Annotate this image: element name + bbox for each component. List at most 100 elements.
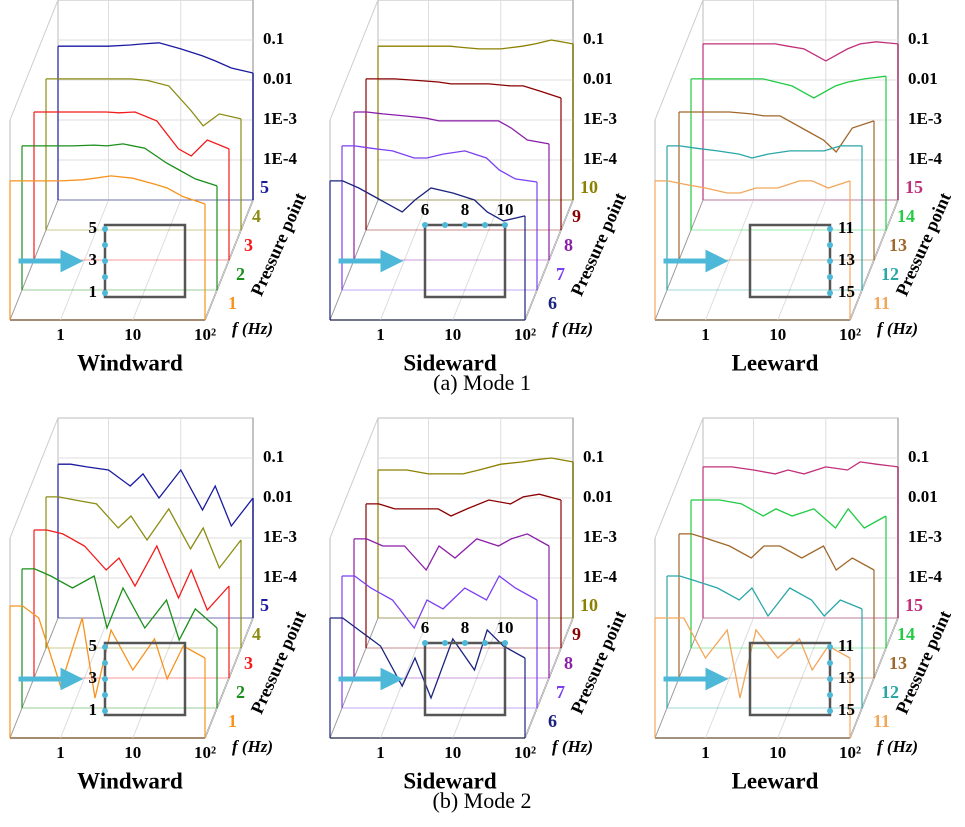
legend-label: 3: [244, 235, 253, 255]
spectrum-line: [46, 78, 242, 127]
x-tick-label: 10²: [194, 325, 216, 344]
x-axis-label: f (Hz): [877, 319, 918, 338]
legend-label: 4: [252, 624, 261, 644]
wind-arrow: [663, 249, 729, 273]
x-axis-label: f (Hz): [877, 737, 918, 756]
spectrum-line: [354, 533, 550, 572]
x-tick-label: 10²: [839, 743, 861, 762]
spectrum-line: [58, 42, 254, 74]
x-tick-label: 10²: [839, 325, 861, 344]
spectrum-line: [46, 496, 242, 570]
back-wall: [377, 0, 574, 201]
spectrum-line: [667, 575, 863, 618]
legend-label: 12: [881, 264, 899, 284]
tap-dot: [827, 708, 833, 714]
tap-dot: [827, 226, 833, 232]
spectrum-line: [679, 533, 875, 571]
legend-label: 11: [873, 711, 890, 731]
spectrum-line: [366, 493, 562, 517]
legend-label: 7: [556, 682, 565, 702]
inset-label: 3: [89, 250, 98, 269]
wind-arrow: [18, 667, 84, 691]
spectrum-line: [58, 463, 254, 528]
spectrum-line: [703, 41, 899, 62]
legend-label: 14: [897, 624, 915, 644]
legend-label: 15: [905, 177, 923, 197]
legend-label: 9: [572, 624, 581, 644]
tap-dot: [102, 660, 108, 666]
legend-label: 6: [548, 293, 557, 313]
spectrum-line: [330, 617, 526, 700]
legend-label: 5: [260, 177, 269, 197]
tap-dot: [422, 640, 428, 646]
z-tick-label: 1E-3: [263, 527, 297, 546]
spectrum-line: [22, 143, 218, 187]
x-tick-label: 10: [124, 743, 141, 762]
inset-box: [103, 223, 187, 299]
back-wall: [57, 0, 254, 201]
legend-label: 11: [873, 293, 890, 313]
tap-dot: [827, 660, 833, 666]
legend-label: 10: [580, 595, 598, 615]
z-tick-label: 1E-4: [263, 149, 298, 168]
tap-dot: [102, 274, 108, 280]
tap-dot: [102, 290, 108, 296]
chart-title: Windward: [77, 768, 183, 793]
spectrum-line: [34, 529, 230, 612]
legend-label: 3: [244, 653, 253, 673]
tap-dot: [482, 222, 488, 228]
wall-edge: [9, 0, 59, 121]
z-tick-label: 0.1: [583, 29, 604, 48]
spectrum-line: [342, 145, 538, 183]
inset-label: 15: [838, 282, 855, 301]
legend-label: 1: [228, 711, 237, 731]
tap-dot: [827, 676, 833, 682]
z-tick-label: 0.01: [908, 487, 938, 506]
inset-label: 15: [838, 700, 855, 719]
tap-dot: [422, 222, 428, 228]
x-tick-label: 10²: [514, 325, 536, 344]
back-wall: [377, 417, 574, 619]
z-tick-label: 0.1: [263, 447, 284, 466]
legend-label: 2: [236, 682, 245, 702]
z-tick-label: 0.01: [583, 69, 613, 88]
spectrum-line: [342, 575, 538, 630]
chart-title: Sideward: [403, 350, 497, 375]
z-tick-label: 1E-4: [583, 567, 618, 586]
legend-label: 15: [905, 595, 923, 615]
inset-label: 1: [89, 700, 98, 719]
spectrum-line: [354, 111, 550, 145]
tap-dot: [102, 692, 108, 698]
legend-label: 12: [881, 682, 899, 702]
inset-label: 3: [89, 668, 98, 687]
caption: (b) Mode 2: [433, 788, 532, 813]
tap-dot: [827, 692, 833, 698]
tap-dot: [102, 226, 108, 232]
inset-box: [423, 641, 507, 717]
x-tick-label: 1: [376, 325, 385, 344]
chart-title: Leeward: [732, 350, 819, 375]
x-axis-label: f (Hz): [232, 319, 273, 338]
x-axis-label: f (Hz): [552, 319, 593, 338]
spectrum-line: [655, 617, 851, 699]
spectrum-line: [655, 180, 851, 194]
x-tick-label: 10: [444, 743, 461, 762]
legend-label: 6: [548, 711, 557, 731]
inset-label: 5: [89, 636, 98, 655]
tap-dot: [827, 290, 833, 296]
legend-label: 13: [889, 653, 907, 673]
inset-label: 11: [838, 218, 854, 237]
x-tick-label: 10: [444, 325, 461, 344]
inset-label: 6: [421, 200, 430, 219]
legend-label: 10: [580, 177, 598, 197]
z-tick-label: 1E-3: [908, 527, 942, 546]
spectrum-line: [34, 111, 230, 157]
inset-label: 10: [497, 200, 514, 219]
tap-dot: [827, 242, 833, 248]
spectrum-line: [22, 568, 218, 642]
inset-label: 8: [461, 200, 470, 219]
x-tick-label: 10: [769, 325, 786, 344]
legend-label: 8: [564, 653, 573, 673]
legend-label: 13: [889, 235, 907, 255]
